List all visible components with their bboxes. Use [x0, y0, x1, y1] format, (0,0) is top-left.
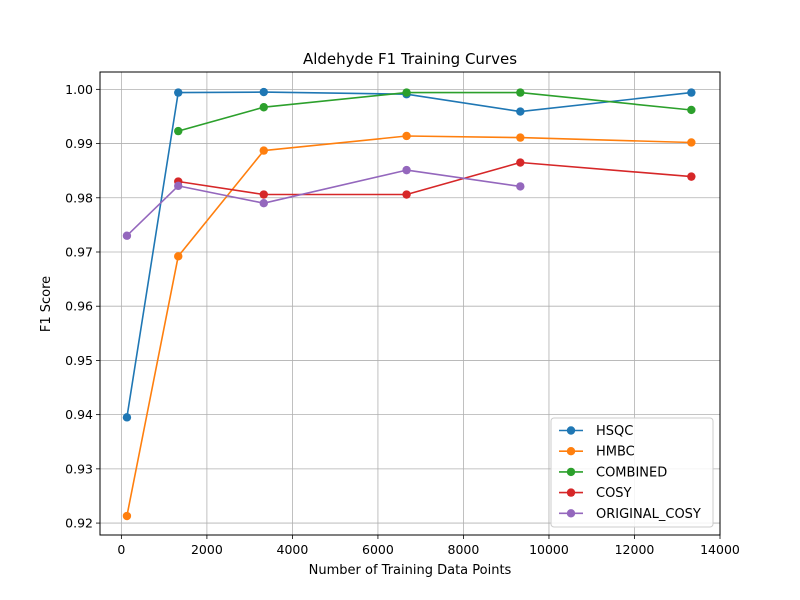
- data-point-cosy: [687, 172, 696, 181]
- series-lines: [122, 87, 696, 521]
- x-tick-label: 14000: [700, 542, 740, 557]
- y-tick-label: 0.98: [65, 190, 93, 205]
- data-point-hmbc: [122, 511, 132, 521]
- legend-swatch-marker: [566, 447, 576, 456]
- data-point-hsqc: [259, 87, 268, 97]
- data-point-combined: [174, 126, 183, 136]
- data-point-hmbc: [259, 146, 268, 155]
- x-tick-label: 0: [117, 542, 125, 557]
- data-point-original-cosy: [402, 165, 411, 175]
- legend-label: ORIGINAL_COSY: [596, 507, 701, 522]
- data-point-original-cosy: [259, 199, 268, 208]
- legend-item-original-cosy: ORIGINAL_COSY: [559, 507, 701, 522]
- data-point-combined: [516, 88, 525, 97]
- legend-label: HSQC: [596, 424, 633, 439]
- series-original-cosy: [122, 165, 525, 240]
- x-tick-label: 6000: [362, 542, 394, 557]
- data-point-hmbc: [402, 131, 411, 141]
- legend-item-combined: COMBINED: [559, 465, 667, 480]
- data-point-combined: [259, 103, 268, 112]
- series-line-hmbc: [126, 135, 692, 517]
- y-tick-label: 0.93: [65, 461, 93, 476]
- axis-ticks: 0 2000 4000 6000 8000 10000 12000 14000 0.92 0.93…: [65, 82, 740, 557]
- legend-swatch-marker: [566, 426, 576, 435]
- x-tick-label: 2000: [191, 542, 223, 557]
- x-axis-label: Number of Training Data Points: [309, 563, 512, 578]
- data-point-original-cosy: [516, 182, 525, 191]
- x-tick-label: 8000: [448, 542, 480, 557]
- series-combined: [174, 88, 696, 136]
- y-tick-label: 0.92: [65, 516, 93, 531]
- legend-item-hmbc: HMBC: [559, 445, 635, 460]
- legend-label: HMBC: [596, 445, 635, 460]
- data-point-hsqc: [516, 107, 525, 116]
- data-point-combined: [402, 88, 411, 97]
- data-point-hsqc: [687, 88, 696, 97]
- legend-label: COSY: [596, 486, 632, 501]
- data-point-cosy: [259, 190, 268, 199]
- series-hmbc: [122, 131, 696, 521]
- data-point-cosy: [402, 190, 411, 199]
- legend-label: COMBINED: [596, 465, 667, 480]
- x-tick-label: 10000: [529, 542, 569, 557]
- data-point-original-cosy: [174, 181, 183, 191]
- legend-item-hsqc: HSQC: [559, 424, 633, 439]
- series-line-hsqc: [126, 91, 692, 418]
- data-point-original-cosy: [122, 231, 132, 240]
- data-point-hmbc: [174, 252, 183, 261]
- data-point-hmbc: [687, 138, 696, 147]
- legend-swatch-marker: [566, 467, 576, 477]
- data-point-hsqc: [122, 413, 132, 422]
- chart-title: Aldehyde F1 Training Curves: [303, 50, 517, 68]
- data-point-hsqc: [174, 88, 183, 97]
- legend-item-cosy: COSY: [559, 486, 632, 501]
- plot-area-frame: [99, 71, 721, 536]
- legend-swatch-marker: [566, 509, 576, 518]
- y-tick-label: 0.97: [65, 244, 93, 259]
- x-tick-label: 12000: [615, 542, 655, 557]
- data-point-hmbc: [516, 133, 525, 142]
- y-tick-label: 0.99: [65, 136, 93, 151]
- data-point-combined: [687, 105, 696, 115]
- y-tick-label: 0.94: [65, 407, 93, 422]
- legend-swatch-marker: [566, 488, 576, 497]
- y-tick-label: 0.96: [65, 299, 93, 314]
- y-axis-label: F1 Score: [39, 276, 54, 332]
- y-tick-label: 0.95: [65, 353, 93, 368]
- x-tick-label: 4000: [277, 542, 309, 557]
- data-point-cosy: [516, 158, 525, 167]
- legend: HSQC HMBC COMBINED COSY ORIGINAL_COSY: [550, 417, 714, 528]
- y-tick-label: 1.00: [65, 82, 93, 97]
- legend-box: [550, 417, 714, 528]
